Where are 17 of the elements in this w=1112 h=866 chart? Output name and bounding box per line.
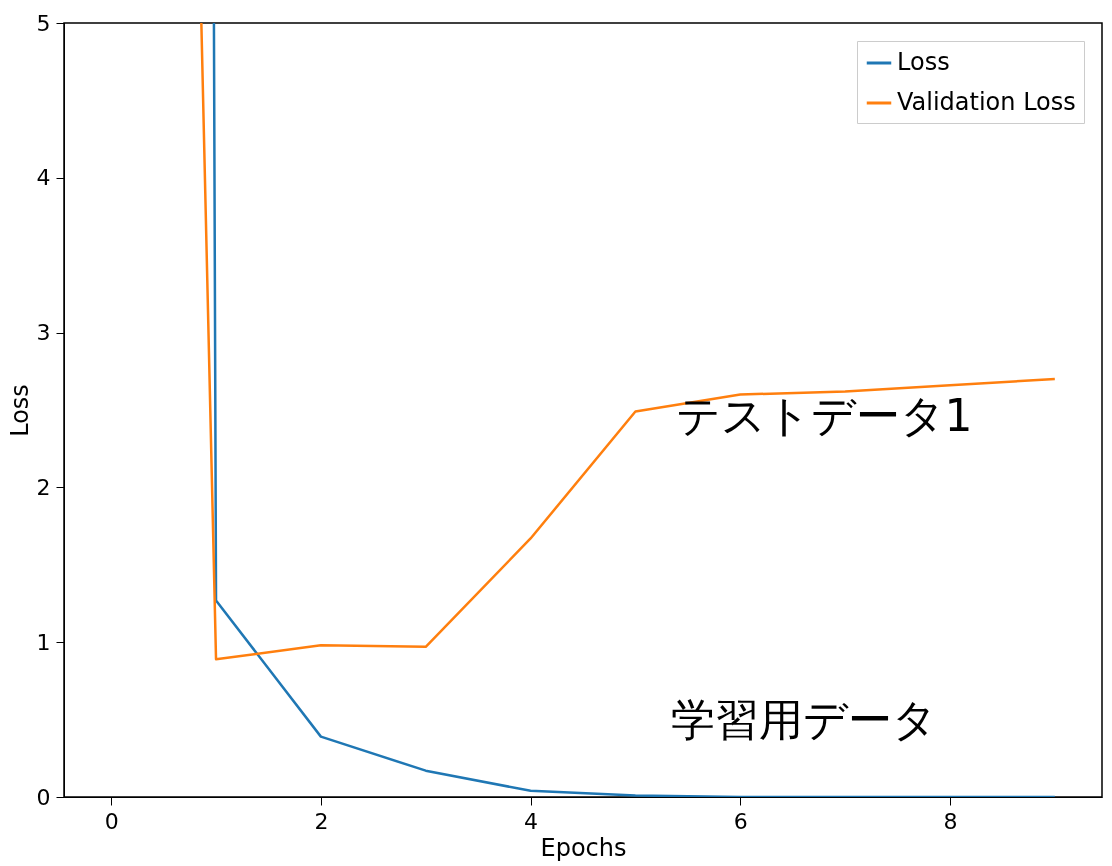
x-tick-label: 8 <box>943 808 958 834</box>
x-tick-label: 4 <box>524 808 539 834</box>
legend-label: Validation Loss <box>897 88 1076 116</box>
x-tick-label: 6 <box>733 808 748 834</box>
annotation: 学習用データ <box>671 694 937 746</box>
y-tick-label: 2 <box>36 474 51 500</box>
y-tick-label: 5 <box>36 10 51 36</box>
x-axis-title: Epochs <box>540 833 627 862</box>
x-tick-label: 2 <box>314 808 329 834</box>
x-tick-label: 0 <box>104 808 119 834</box>
y-axis-title: Loss <box>5 384 34 437</box>
y-tick-label: 4 <box>36 165 51 191</box>
y-tick-label: 0 <box>36 784 51 810</box>
y-tick-label: 1 <box>36 629 51 655</box>
legend-label: Loss <box>897 48 950 76</box>
annotation: テストデータ1 <box>675 390 973 442</box>
y-tick-label: 3 <box>36 320 51 346</box>
